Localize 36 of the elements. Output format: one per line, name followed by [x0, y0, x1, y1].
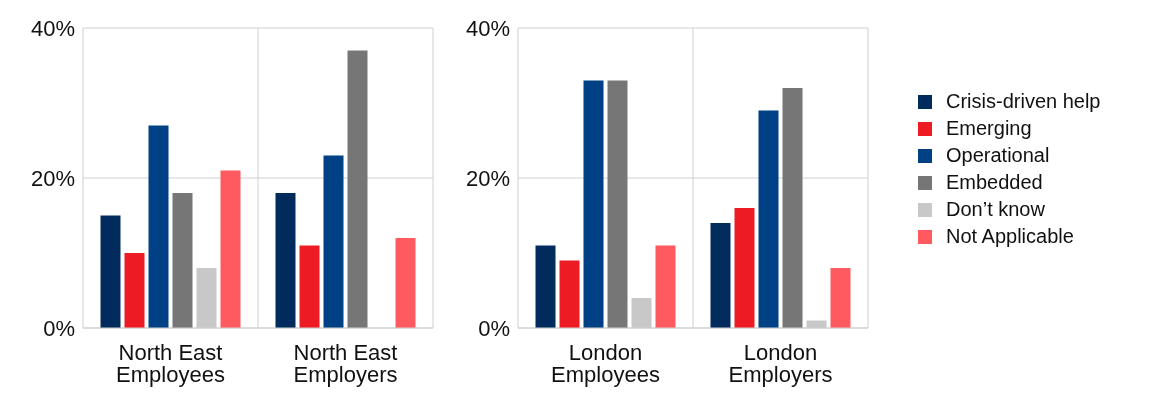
- x-tick-label: North East Employees: [116, 339, 225, 387]
- x-tick-label: North East Employers: [293, 339, 398, 387]
- y-tick-label: 40%: [465, 15, 510, 41]
- y-tick-label: 40%: [30, 15, 75, 41]
- y-tick-label: 0%: [478, 315, 510, 341]
- bar: [535, 245, 556, 328]
- bar: [124, 253, 145, 328]
- bar: [782, 88, 803, 328]
- x-tick-label: London Employees: [551, 339, 660, 387]
- bar: [347, 50, 368, 328]
- legend-label: Don’t know: [946, 198, 1045, 221]
- bar: [148, 125, 169, 328]
- bar: [559, 260, 580, 328]
- bar: [830, 268, 851, 328]
- bar: [758, 110, 779, 328]
- bar: [299, 245, 320, 328]
- legend-label: Not Applicable: [946, 225, 1074, 248]
- y-tick-label: 20%: [30, 165, 75, 191]
- legend-label: Emerging: [946, 117, 1032, 140]
- bar: [583, 80, 604, 328]
- bar: [323, 155, 344, 328]
- bar: [220, 170, 241, 328]
- bar: [734, 208, 755, 328]
- bar: [395, 238, 416, 328]
- legend-label: Crisis-driven help: [946, 90, 1101, 113]
- bar: [607, 80, 628, 328]
- bar: [100, 215, 121, 328]
- y-tick-label: 0%: [43, 315, 75, 341]
- bar: [655, 245, 676, 328]
- y-tick-label: 20%: [465, 165, 510, 191]
- bar: [172, 193, 193, 328]
- bar: [275, 193, 296, 328]
- bar: [710, 223, 731, 328]
- legend-label: Embedded: [946, 171, 1043, 194]
- x-tick-label: London Employers: [728, 339, 833, 387]
- legend-label: Operational: [946, 144, 1050, 167]
